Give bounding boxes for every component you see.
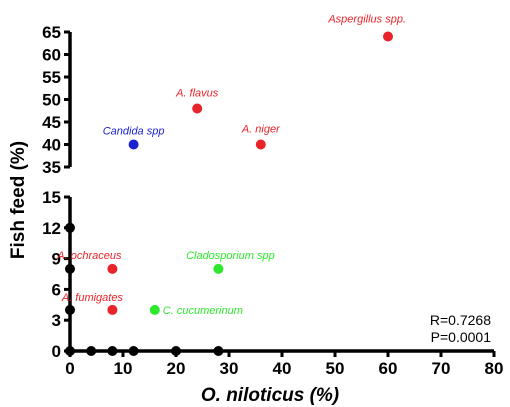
x-tick-label: 30 bbox=[220, 359, 239, 378]
y-tick-label: 45 bbox=[42, 113, 61, 132]
y-tick-label: 60 bbox=[42, 46, 61, 65]
tick-labels: 35 40 45 50 55 60 65 0 3 6 9 12 15 0 10 20 30 40 50 60 70 80 bbox=[42, 23, 503, 378]
data-point bbox=[128, 346, 139, 356]
data-point bbox=[65, 346, 75, 356]
x-tick-label: 70 bbox=[432, 359, 451, 378]
x-tick-label: 20 bbox=[167, 359, 186, 378]
y-tick-label: 35 bbox=[42, 158, 61, 177]
data-points bbox=[65, 31, 393, 356]
data-point bbox=[86, 346, 97, 356]
y-tick-label: 55 bbox=[42, 68, 61, 87]
axes bbox=[64, 30, 496, 357]
y-tick-label: 65 bbox=[42, 23, 61, 42]
x-tick-label: 60 bbox=[379, 359, 398, 378]
point-label: A. niger bbox=[241, 124, 281, 136]
y-tick-label: 15 bbox=[42, 188, 61, 207]
x-tick-label: 10 bbox=[114, 359, 133, 378]
point-label: Cladosporium spp bbox=[186, 250, 275, 262]
x-tick-label: 50 bbox=[326, 359, 345, 378]
x-tick-label: 40 bbox=[273, 359, 292, 378]
data-point bbox=[107, 304, 118, 315]
data-point bbox=[107, 263, 118, 274]
x-axis-title: O. niloticus (%) bbox=[201, 385, 339, 406]
data-point bbox=[213, 263, 224, 274]
data-point bbox=[65, 222, 75, 233]
data-point bbox=[255, 139, 266, 150]
x-tick-label: 0 bbox=[65, 359, 74, 378]
point-labels: Aspergillus spp. A. flavus Candida spp A. n… bbox=[56, 14, 406, 317]
data-point bbox=[213, 346, 224, 356]
data-point bbox=[149, 304, 160, 315]
y-axis-title: Fish feed (%) bbox=[8, 141, 29, 259]
point-label: A. fumigates bbox=[61, 292, 124, 304]
data-point bbox=[65, 304, 75, 315]
y-tick-label: 0 bbox=[52, 342, 61, 361]
x-tick-label: 80 bbox=[485, 359, 504, 378]
data-point bbox=[65, 263, 75, 274]
y-tick-label: 3 bbox=[52, 311, 61, 330]
y-tick-label: 12 bbox=[42, 219, 61, 238]
data-point bbox=[171, 346, 181, 356]
point-label: Aspergillus spp. bbox=[327, 14, 406, 26]
y-tick-label: 40 bbox=[42, 136, 61, 155]
point-label: A. flavus bbox=[175, 88, 219, 100]
data-point bbox=[128, 139, 139, 150]
data-point bbox=[107, 346, 118, 356]
point-label: A. ochraceus bbox=[56, 250, 122, 262]
y-tick-label: 9 bbox=[52, 250, 61, 269]
point-label: Candida spp bbox=[103, 126, 165, 138]
stat-r: R=0.7268 bbox=[430, 312, 491, 328]
data-point bbox=[192, 103, 203, 114]
stat-p: P=0.0001 bbox=[431, 329, 492, 345]
y-tick-label: 6 bbox=[52, 280, 61, 299]
y-tick-label: 50 bbox=[42, 91, 61, 110]
point-label: C. cucumerinum bbox=[163, 305, 243, 317]
data-point bbox=[383, 31, 393, 42]
